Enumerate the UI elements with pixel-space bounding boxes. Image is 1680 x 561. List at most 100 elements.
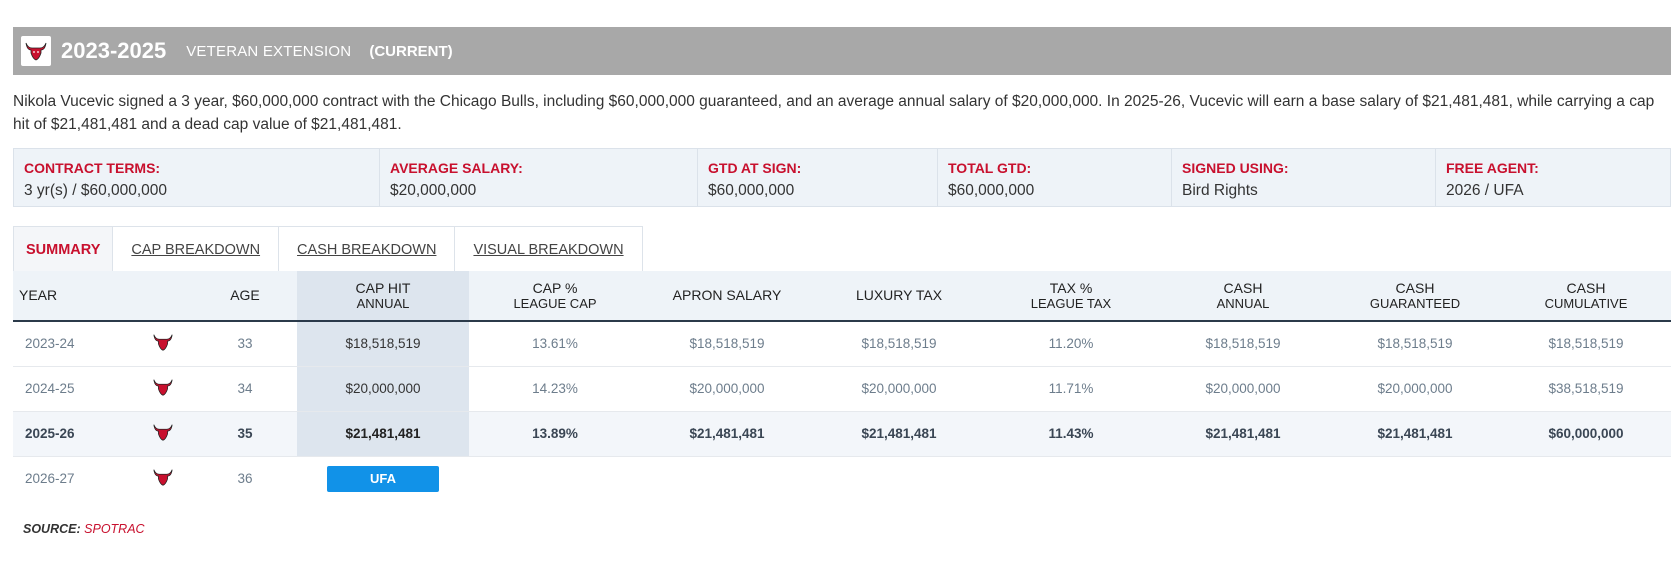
term-value: 3 yr(s) / $60,000,000 [24, 182, 168, 199]
cell-tax-pct: 11.20% [1048, 336, 1094, 352]
col-cash-annual[interactable]: CASH ANNUAL [1157, 271, 1329, 321]
contract-status: (CURRENT) [369, 42, 453, 60]
table-header-row: YEAR AGE CAP HIT ANNUAL CAP % LEAGUE CAP… [13, 271, 1671, 321]
cell-empty [985, 456, 1157, 501]
bull-logo-icon [21, 36, 51, 66]
cell-luxury-tax: $18,518,519 [861, 336, 937, 352]
term-label: SIGNED USING: [1182, 160, 1289, 176]
cell-empty [1329, 456, 1501, 501]
col-cash-annual-sub: ANNUAL [1216, 295, 1270, 311]
cell-apron: $21,481,481 [689, 426, 765, 441]
col-cash-cumulative[interactable]: CASH CUMULATIVE [1501, 271, 1671, 321]
cell-empty [469, 456, 641, 501]
col-cash-cum-label: CASH [1566, 279, 1606, 296]
cell-age: 35 [237, 426, 253, 441]
contract-years: 2023-2025 [61, 38, 167, 63]
col-cap-hit-label: CAP HIT [355, 279, 411, 296]
term-label: GTD AT SIGN: [708, 160, 802, 176]
cell-tax-pct: 11.71% [1048, 381, 1094, 396]
cell-cash-annual: $20,000,000 [1205, 381, 1281, 396]
table-row-current: 2025-26 35 $21,481,481 13.89% $21,481,48… [13, 411, 1671, 456]
term-free-agent: FREE AGENT: 2026 / UFA [1436, 149, 1670, 206]
col-apron-salary[interactable]: APRON SALARY [672, 287, 782, 303]
cell-cap-pct: 14.23% [532, 381, 578, 396]
cell-cap-pct: 13.61% [532, 336, 578, 352]
cell-cash-cumulative: $60,000,000 [1548, 426, 1624, 441]
col-cap-pct-label: CAP % [532, 279, 578, 296]
contract-header: 2023-2025 VETERAN EXTENSION (CURRENT) [13, 27, 1671, 75]
term-value: $60,000,000 [708, 182, 795, 199]
col-cash-cum-sub: CUMULATIVE [1544, 295, 1628, 311]
col-tax-pct-label: TAX % [1049, 279, 1093, 296]
cell-cash-annual: $18,518,519 [1205, 336, 1281, 352]
team-logo-icon [133, 321, 193, 366]
col-cap-hit[interactable]: CAP HIT ANNUAL [297, 271, 469, 321]
term-label: FREE AGENT: [1446, 160, 1539, 176]
col-tax-pct-sub: LEAGUE TAX [1030, 295, 1112, 311]
cell-apron: $18,518,519 [689, 336, 765, 352]
col-tax-pct[interactable]: TAX % LEAGUE TAX [985, 271, 1157, 321]
term-contract-terms: CONTRACT TERMS: 3 yr(s) / $60,000,000 [14, 149, 380, 206]
contract-table: YEAR AGE CAP HIT ANNUAL CAP % LEAGUE CAP… [13, 271, 1671, 501]
cell-cap-hit: UFA [297, 456, 469, 501]
col-luxury-tax[interactable]: LUXURY TAX [855, 287, 943, 303]
col-cash-annual-label: CASH [1223, 279, 1263, 296]
col-age: AGE [230, 287, 260, 303]
cell-cap-hit: $18,518,519 [297, 321, 469, 366]
team-logo-icon [133, 411, 193, 456]
cell-tax-pct: 11.43% [1048, 426, 1094, 441]
tab-cash-breakdown[interactable]: CASH BREAKDOWN [279, 227, 456, 272]
team-logo-icon [133, 456, 193, 501]
tab-visual-breakdown[interactable]: VISUAL BREAKDOWN [455, 227, 642, 272]
cell-cap-pct: 13.89% [532, 426, 578, 441]
cell-empty [813, 456, 985, 501]
table-row: 2023-24 33 $18,518,519 13.61% $18,518,51… [13, 321, 1671, 366]
cell-empty [1501, 456, 1671, 501]
cell-cash-guaranteed: $20,000,000 [1377, 381, 1453, 396]
cell-age: 34 [237, 381, 253, 396]
cell-year: 2023-24 [25, 336, 75, 352]
cell-luxury-tax: $21,481,481 [861, 426, 937, 441]
term-value: Bird Rights [1182, 182, 1258, 199]
cell-luxury-tax: $20,000,000 [861, 381, 937, 396]
col-cap-hit-sub: ANNUAL [356, 295, 410, 311]
ufa-badge[interactable]: UFA [327, 465, 439, 492]
table-row: 2024-25 34 $20,000,000 14.23% $20,000,00… [13, 366, 1671, 411]
contract-summary: Nikola Vucevic signed a 3 year, $60,000,… [13, 93, 1655, 133]
source-link[interactable]: SPOTRAC [84, 522, 145, 536]
cell-year: 2025-26 [25, 426, 75, 441]
col-team [133, 271, 193, 321]
source-credit: SOURCE: SPOTRAC [23, 522, 145, 536]
cell-year: 2026-27 [25, 471, 75, 487]
term-label: CONTRACT TERMS: [24, 160, 161, 176]
cell-cash-guaranteed: $18,518,519 [1377, 336, 1453, 352]
term-value: 2026 / UFA [1446, 182, 1524, 199]
cell-cash-annual: $21,481,481 [1205, 426, 1281, 441]
cell-apron: $20,000,000 [689, 381, 765, 396]
term-label: AVERAGE SALARY: [390, 160, 523, 176]
table-row: 2026-27 36 UFA [13, 456, 1671, 501]
tab-summary[interactable]: SUMMARY [14, 227, 114, 272]
term-total-gtd: TOTAL GTD: $60,000,000 [938, 149, 1172, 206]
cell-cash-guaranteed: $21,481,481 [1377, 426, 1453, 441]
col-cap-pct[interactable]: CAP % LEAGUE CAP [469, 271, 641, 321]
source-label: SOURCE: [23, 522, 81, 536]
col-cash-guaranteed[interactable]: CASH GUARANTEED [1329, 271, 1501, 321]
col-cash-gtd-label: CASH [1395, 279, 1435, 296]
contract-terms: CONTRACT TERMS: 3 yr(s) / $60,000,000 AV… [13, 148, 1671, 207]
term-gtd-at-sign: GTD AT SIGN: $60,000,000 [698, 149, 938, 206]
contract-type: VETERAN EXTENSION [186, 42, 352, 60]
term-value: $20,000,000 [390, 182, 477, 199]
cell-cap-hit: $20,000,000 [297, 366, 469, 411]
cell-age: 33 [237, 336, 253, 352]
team-logo-icon [133, 366, 193, 411]
col-cap-pct-sub: LEAGUE CAP [513, 295, 597, 311]
col-year: YEAR [19, 287, 58, 303]
cell-cap-hit: $21,481,481 [297, 411, 469, 456]
cell-empty [1157, 456, 1329, 501]
tab-cap-breakdown[interactable]: CAP BREAKDOWN [113, 227, 280, 272]
term-average-salary: AVERAGE SALARY: $20,000,000 [380, 149, 698, 206]
cell-empty [641, 456, 813, 501]
term-value: $60,000,000 [948, 182, 1035, 199]
breakdown-tabs: SUMMARY CAP BREAKDOWN CASH BREAKDOWN VIS… [13, 226, 643, 272]
